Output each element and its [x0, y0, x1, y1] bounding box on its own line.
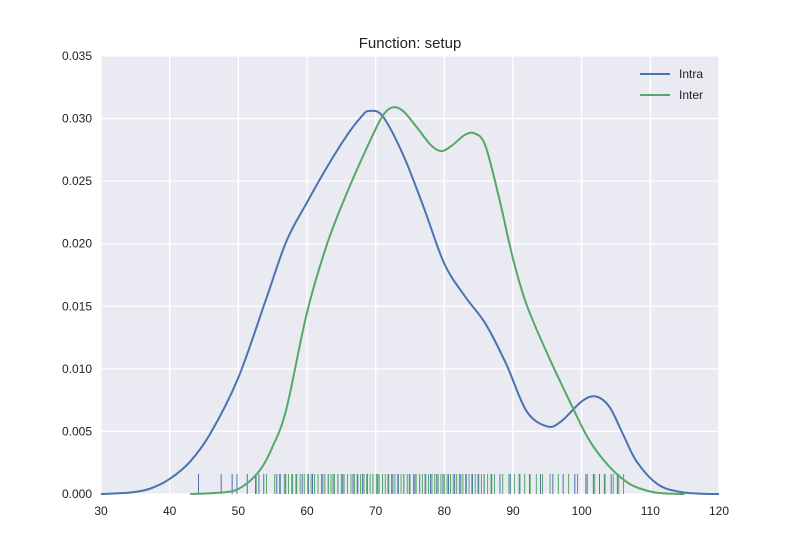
x-tick-label: 70 [369, 504, 383, 518]
y-tick-label: 0.035 [62, 49, 92, 63]
series-line-inter [190, 106, 685, 495]
x-tick-label: 80 [438, 504, 452, 518]
rug-plot [198, 473, 625, 494]
x-tick-label: 110 [641, 504, 660, 518]
y-tick-label: 0.020 [62, 237, 92, 251]
legend-label-inter: Inter [679, 88, 703, 102]
plot-area [101, 56, 719, 494]
y-tick-label: 0.025 [62, 174, 92, 188]
x-tick-labels: 30 40 50 60 70 80 90 100 110 120 [94, 504, 729, 518]
x-tick-label: 30 [94, 504, 108, 518]
y-tick-label: 0.000 [62, 487, 92, 501]
chart-title: Function: setup [359, 35, 462, 52]
series-lines [100, 106, 720, 495]
y-tick-label: 0.005 [62, 424, 92, 438]
y-tick-label: 0.030 [62, 112, 92, 126]
x-tick-label: 100 [572, 504, 592, 518]
x-tick-label: 60 [300, 504, 314, 518]
legend-label-intra: Intra [679, 67, 703, 81]
x-tick-label: 40 [163, 504, 177, 518]
x-tick-label: 50 [232, 504, 246, 518]
y-tick-labels: 0.000 0.005 0.010 0.015 0.020 0.025 0.030 0.035 [62, 49, 92, 501]
x-tick-label: 90 [506, 504, 520, 518]
y-tick-label: 0.015 [62, 299, 92, 313]
y-tick-label: 0.010 [62, 362, 92, 376]
series-line-intra [100, 109, 720, 495]
legend: Intra Inter [640, 67, 703, 102]
x-tick-label: 120 [709, 504, 729, 518]
